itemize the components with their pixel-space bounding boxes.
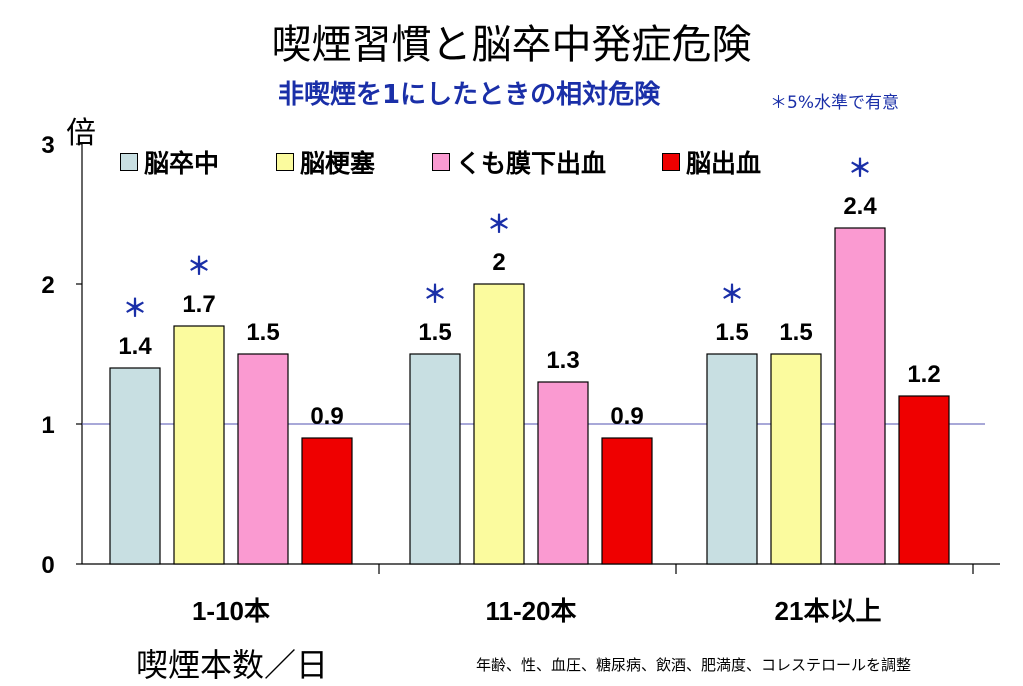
bar — [601, 437, 653, 565]
x-axis-title: 喫煙本数／日 — [136, 646, 329, 684]
legend-swatch-infarction — [276, 153, 294, 171]
bar-value-label: 2.4 — [843, 193, 877, 220]
bar-value-label: 1.7 — [182, 291, 215, 318]
legend-swatch-subarachnoid — [432, 153, 450, 171]
bar — [301, 437, 353, 565]
significance-star: ＊ — [423, 281, 447, 308]
significance-star: ＊ — [848, 155, 872, 182]
bar — [109, 367, 161, 565]
adjustment-footnote: 年齢、性、血圧、糖尿病、飲酒、肥満度、コレステロールを調整 — [476, 656, 912, 674]
bar-value-label: 1.3 — [546, 347, 579, 374]
bar-value-label: 1.5 — [418, 319, 451, 346]
bar — [706, 353, 758, 565]
legend-swatch-hemorrhage — [662, 153, 680, 171]
bar — [237, 353, 289, 565]
bar — [537, 381, 589, 565]
x-category-label: 11-20本 — [485, 596, 576, 626]
significance-star: ＊ — [123, 295, 147, 322]
bar-value-label: 1.4 — [118, 333, 152, 360]
legend-label-subarachnoid: くも膜下出血 — [456, 149, 607, 178]
bar-value-label: 1.2 — [907, 361, 940, 388]
bar — [770, 353, 822, 565]
legend-item-hemorrhage: 脳出血 — [662, 148, 761, 178]
legend-item-stroke: 脳卒中 — [120, 148, 219, 178]
bar — [834, 227, 886, 565]
y-tick-label: 1 — [41, 412, 54, 439]
bar-value-label: 0.9 — [610, 403, 643, 430]
bar-value-label: 2 — [492, 249, 505, 276]
legend-label-infarction: 脳梗塞 — [300, 149, 376, 178]
bar-value-label: 1.5 — [715, 319, 748, 346]
chart-subtitle: 非喫煙を1にしたときの相対危険 — [278, 80, 661, 110]
bar — [409, 353, 461, 565]
bar-value-label: 1.5 — [779, 319, 812, 346]
bar-value-label: 1.5 — [246, 319, 279, 346]
x-category-label: 21本以上 — [775, 596, 882, 626]
legend-item-subarachnoid: くも膜下出血 — [432, 148, 606, 178]
chart-title: 喫煙習慣と脳卒中発症危険 — [271, 22, 752, 68]
y-tick-label: 2 — [41, 272, 54, 299]
bar — [173, 325, 225, 565]
legend-label-hemorrhage: 脳出血 — [686, 149, 762, 178]
legend-swatch-stroke — [120, 153, 138, 171]
significance-star: ＊ — [487, 211, 511, 238]
legend-label-stroke: 脳卒中 — [144, 149, 220, 178]
bar — [473, 283, 525, 565]
significance-star: ＊ — [187, 253, 211, 280]
x-category-label: 1-10本 — [192, 596, 270, 626]
legend-item-infarction: 脳梗塞 — [276, 148, 375, 178]
bar — [898, 395, 950, 565]
significance-star: ＊ — [720, 281, 744, 308]
y-tick-label: 0 — [41, 552, 54, 579]
bar-value-label: 0.9 — [310, 403, 343, 430]
y-axis-unit-label: 倍 — [66, 116, 96, 151]
significance-note: ＊5%水準で有意 — [770, 93, 899, 113]
y-tick-label: 3 — [41, 132, 54, 159]
